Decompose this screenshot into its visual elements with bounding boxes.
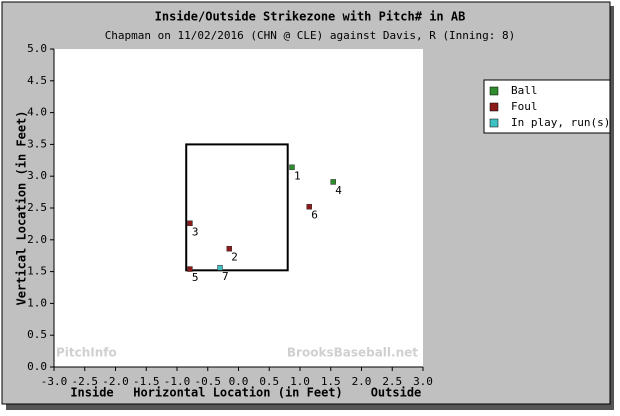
- y-tick-label: 1.5: [27, 265, 47, 278]
- x-tick-label: -1.0: [164, 375, 191, 388]
- legend-label: Ball: [511, 84, 538, 97]
- y-tick-label: 4.5: [27, 74, 47, 87]
- watermark: BrooksBaseball.net: [287, 346, 418, 360]
- strike-zone: [185, 143, 289, 272]
- point: [187, 266, 193, 272]
- x-tick-label: 1.0: [290, 375, 310, 388]
- x-tick-label: -3.0: [41, 375, 68, 388]
- x-tick-label: 3.0: [413, 375, 433, 388]
- legend-label: In play, run(s): [511, 116, 610, 129]
- point: [289, 164, 295, 171]
- x-axis-label: Horizontal Location (in Feet): [133, 386, 343, 400]
- point-label: 6: [311, 209, 318, 222]
- point: [187, 220, 193, 227]
- point-label: 2: [231, 251, 238, 264]
- legend-swatch: [489, 118, 499, 128]
- x-tick-label: 2.0: [352, 375, 372, 388]
- legend-swatch: [489, 86, 499, 96]
- point-label: 3: [192, 225, 199, 238]
- point: [306, 203, 312, 210]
- x-tick-label: 1.5: [321, 375, 341, 388]
- watermark: PitchInfo: [56, 346, 117, 360]
- x-tick-label: 0.0: [229, 375, 249, 388]
- y-tick-label: 2.5: [27, 201, 47, 214]
- y-axis-label: Vertical Location (in Feet): [15, 110, 29, 305]
- y-tick-label: 3.0: [27, 169, 47, 182]
- chart-subtitle: Chapman on 11/02/2016 (CHN @ CLE) agains…: [105, 29, 516, 42]
- annotation: Inside: [70, 386, 113, 400]
- point-label: 4: [335, 184, 342, 197]
- x-tick-label: -2.0: [102, 375, 129, 388]
- point-label: 7: [222, 270, 229, 283]
- plot-area: [54, 49, 423, 367]
- y-tick-label: 1.0: [27, 296, 47, 309]
- y-tick-label: 0.5: [27, 328, 47, 341]
- x-tick-label: 2.5: [382, 375, 402, 388]
- point: [217, 265, 223, 271]
- y-tick-label: 4.0: [27, 106, 47, 119]
- annotation: Outside: [371, 386, 422, 400]
- point: [226, 245, 233, 252]
- y-tick-label: 2.0: [27, 233, 47, 246]
- x-tick-label: -1.5: [133, 375, 160, 388]
- x-tick-label: -2.5: [72, 375, 99, 388]
- x-tick-label: 0.5: [259, 375, 279, 388]
- legend-swatch: [489, 102, 499, 112]
- chart-title: Inside/Outside Strikezone with Pitch# in…: [155, 10, 466, 24]
- point-label: 5: [192, 271, 199, 284]
- y-tick-label: 0.0: [27, 360, 47, 373]
- y-tick-label: 3.5: [27, 137, 47, 150]
- x-tick-label: -0.5: [195, 375, 222, 388]
- legend-label: Foul: [511, 100, 538, 113]
- y-tick-label: 5.0: [27, 42, 47, 55]
- point: [330, 179, 336, 185]
- point-label: 1: [294, 169, 301, 182]
- legend: [483, 79, 611, 134]
